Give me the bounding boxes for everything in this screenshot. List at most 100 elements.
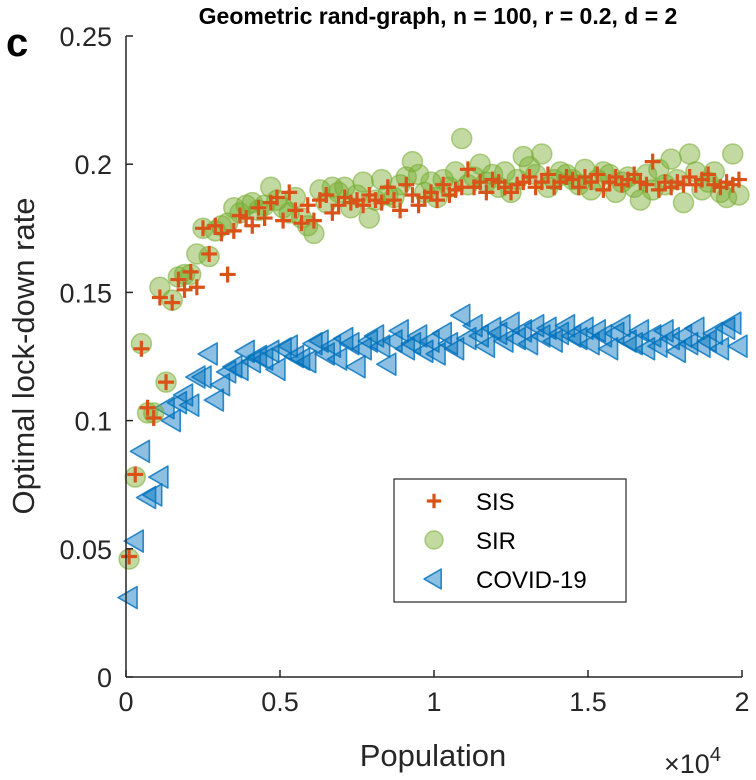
data-point	[197, 342, 218, 366]
legend-marker	[424, 530, 444, 550]
data-point	[170, 271, 187, 288]
data-point	[176, 281, 193, 298]
data-point	[164, 294, 181, 311]
data-point	[265, 357, 286, 382]
data-point	[638, 176, 655, 193]
data-point	[478, 184, 495, 201]
data-point	[499, 311, 520, 335]
data-point	[158, 374, 175, 391]
data-point	[647, 334, 668, 359]
data-point	[644, 153, 661, 170]
data-point	[727, 334, 748, 359]
data-point	[355, 197, 372, 214]
data-point	[634, 337, 656, 361]
data-point	[318, 186, 335, 203]
data-point	[385, 192, 402, 209]
data-point	[700, 166, 717, 183]
chart-title: Geometric rand-graph, n = 100, r = 0.2, …	[199, 3, 678, 29]
series-sis	[121, 153, 747, 565]
data-point	[275, 212, 292, 229]
data-point	[281, 184, 298, 201]
y-tick-label: 0.25	[59, 22, 112, 52]
data-point	[401, 150, 424, 173]
data-point	[714, 316, 736, 341]
x-exponent-power: 4	[710, 744, 721, 766]
data-point	[141, 483, 163, 507]
data-point	[388, 319, 409, 343]
data-point	[129, 439, 151, 464]
data-point	[123, 529, 145, 553]
data-point	[459, 161, 476, 178]
x-tick-label: 0.5	[261, 687, 299, 717]
data-point	[195, 220, 211, 237]
axes: 0 0.5 1 1.5 2 0 0.05 0.1 0.15 0.2 0.25	[59, 22, 749, 717]
plot-area	[117, 127, 750, 610]
data-point	[379, 179, 396, 196]
data-point	[373, 194, 390, 211]
data-point	[178, 393, 200, 418]
data-point	[326, 347, 348, 371]
data-point	[443, 337, 465, 361]
data-point	[209, 372, 231, 397]
data-point	[203, 388, 225, 412]
legend-label: COVID-19	[476, 567, 587, 594]
data-point	[219, 266, 236, 283]
data-point	[665, 339, 687, 364]
data-point	[722, 143, 744, 165]
data-point	[450, 127, 473, 150]
data-point	[570, 179, 587, 196]
x-axis-label: Population	[360, 738, 507, 773]
data-point	[425, 342, 446, 366]
data-point	[127, 466, 144, 483]
data-point	[256, 210, 273, 227]
data-point	[250, 199, 267, 216]
data-point	[295, 349, 317, 374]
y-tick-label: 0.05	[59, 535, 112, 565]
data-point	[299, 197, 316, 214]
data-point	[215, 360, 237, 384]
data-point	[133, 340, 150, 357]
data-point	[472, 174, 489, 191]
data-point	[240, 349, 262, 374]
data-point	[474, 334, 496, 359]
data-point	[480, 316, 502, 341]
legend-item-sir: SIR	[424, 528, 516, 555]
data-point	[139, 399, 156, 416]
data-point	[678, 143, 701, 165]
data-point	[579, 331, 600, 356]
data-point	[258, 339, 280, 364]
legend-item-sis: SIS	[426, 489, 515, 516]
data-point	[145, 410, 162, 427]
data-point	[730, 171, 747, 188]
y-tick-label: 0.2	[74, 150, 112, 180]
data-point	[228, 357, 249, 382]
data-point	[244, 217, 261, 234]
data-point	[672, 191, 695, 214]
x-axis-exponent: ×104	[664, 744, 721, 779]
data-point	[597, 337, 619, 361]
data-point	[585, 319, 607, 343]
data-point	[225, 222, 242, 239]
data-point	[213, 225, 230, 242]
data-point	[610, 313, 631, 338]
data-point	[332, 326, 354, 351]
legend-label: SIR	[476, 528, 516, 555]
data-point	[591, 324, 613, 348]
y-axis-label: Optimal lock-down rate	[6, 197, 41, 514]
series-covid-19	[117, 303, 748, 610]
x-exponent-base: ×10	[664, 749, 710, 779]
data-point	[201, 245, 218, 262]
data-point	[148, 465, 169, 489]
data-point	[404, 186, 421, 203]
x-tick-label: 0	[118, 687, 133, 717]
data-point	[121, 548, 138, 565]
data-point	[151, 289, 168, 306]
data-point	[521, 169, 538, 186]
legend-marker	[423, 568, 442, 590]
y-tick-label: 0	[97, 663, 112, 693]
data-point	[677, 331, 699, 356]
panel-label: c	[6, 21, 28, 65]
data-point	[305, 212, 322, 229]
legend: SIS SIR COVID-19	[393, 478, 627, 603]
